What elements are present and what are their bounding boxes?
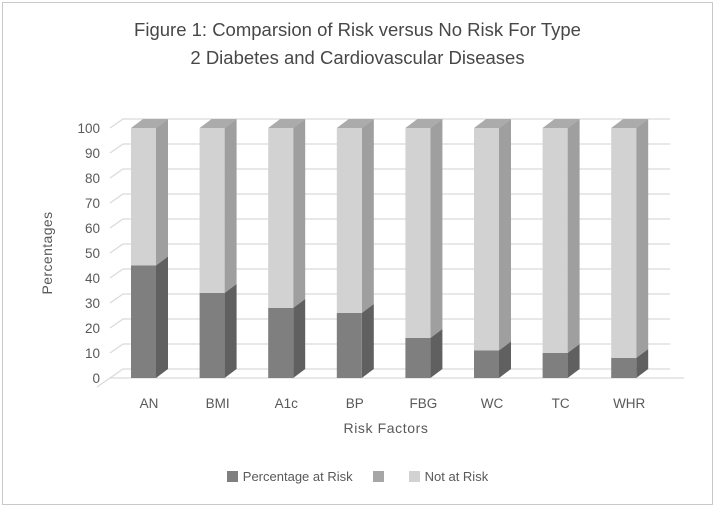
bar-front-notrisk-WHR (611, 128, 637, 358)
bar-side-risk-TC (567, 344, 580, 378)
bar-side-risk-WHR (636, 349, 649, 378)
x-category-label-FBG: FBG (410, 396, 438, 411)
bar-front-risk-FBG (405, 338, 431, 378)
legend-swatch-risk-icon (226, 471, 238, 482)
gridline-40 (109, 268, 670, 279)
x-category-label-WC: WC (481, 396, 504, 411)
gridline-90 (109, 143, 670, 154)
y-tick-label-100: 100 (77, 121, 100, 136)
legend: Percentage at Risk Not at Risk (0, 469, 715, 484)
bar-top-WHR (611, 119, 649, 128)
bar-side-risk-A1c (293, 299, 306, 378)
bar-top-WC (474, 119, 511, 128)
bar-side-risk-FBG (430, 329, 443, 378)
legend-item-percentage-at-risk: Percentage at Risk (226, 469, 353, 484)
chart-title-line-2: 2 Diabetes and Cardiovascular Diseases (190, 47, 525, 68)
bar-top-BP (336, 119, 374, 128)
y-tick-label-50: 50 (85, 246, 100, 261)
y-tick-label-20: 20 (85, 321, 100, 336)
x-axis-title: Risk Factors (343, 420, 429, 436)
bar-side-risk-AN (156, 256, 168, 378)
bar-side-notrisk-WHR (636, 119, 649, 358)
bar-top-AN (131, 119, 168, 128)
bar-side-risk-WC (499, 341, 511, 378)
bar-front-notrisk-BP (336, 128, 362, 313)
bar-side-notrisk-FBG (430, 119, 443, 338)
gridline-50 (109, 243, 670, 254)
gridline-0 (109, 368, 670, 379)
y-tick-label-0: 0 (92, 371, 100, 386)
bar-side-notrisk-BP (361, 119, 374, 313)
chart-title-line-1: Figure 1: Comparsion of Risk versus No R… (134, 19, 581, 40)
legend-swatch-blank-icon (372, 471, 384, 482)
bar-front-risk-TC (542, 353, 568, 378)
legend-swatch-notrisk-icon (408, 471, 420, 482)
y-tick-label-80: 80 (85, 171, 100, 186)
x-category-label-A1c: A1c (275, 396, 299, 411)
y-tick-label-70: 70 (85, 196, 100, 211)
floor-front-edge (96, 377, 684, 388)
chart-title: Figure 1: Comparsion of Risk versus No R… (0, 16, 715, 72)
bar-front-notrisk-A1c (268, 128, 294, 308)
bar-side-notrisk-A1c (293, 119, 306, 308)
gridline-10 (109, 343, 670, 354)
bar-front-risk-WC (474, 350, 499, 378)
bar-front-notrisk-FBG (405, 128, 431, 338)
legend-item-not-at-risk: Not at Risk (408, 469, 489, 484)
gridline-30 (109, 293, 670, 304)
bar-top-BMI (199, 119, 237, 128)
bar-front-risk-BP (336, 313, 362, 378)
x-category-label-WHR: WHR (613, 396, 645, 411)
bar-front-risk-AN (131, 265, 156, 378)
x-category-label-TC: TC (552, 396, 570, 411)
bar-front-notrisk-WC (474, 128, 499, 351)
y-tick-label-60: 60 (85, 221, 100, 236)
x-category-label-BP: BP (346, 396, 364, 411)
bar-front-notrisk-TC (542, 128, 568, 353)
bar-front-notrisk-BMI (199, 128, 225, 293)
y-tick-label-10: 10 (85, 346, 100, 361)
gridline-70 (109, 193, 670, 204)
bar-top-TC (542, 119, 580, 128)
gridline-80 (109, 168, 670, 179)
y-tick-label-30: 30 (85, 296, 100, 311)
bar-side-risk-BP (361, 304, 374, 378)
y-tick-label-90: 90 (85, 146, 100, 161)
bar-side-notrisk-AN (156, 119, 168, 266)
bar-side-notrisk-BMI (224, 119, 237, 293)
legend-label-risk: Percentage at Risk (242, 469, 353, 484)
bar-side-notrisk-TC (567, 119, 580, 353)
gridline-100 (109, 118, 670, 129)
bar-front-risk-WHR (611, 358, 637, 378)
y-axis-title: Percentages (39, 211, 55, 295)
bar-side-risk-BMI (224, 284, 237, 378)
legend-item-blank-series (372, 471, 389, 482)
x-category-label-BMI: BMI (206, 396, 230, 411)
gridline-60 (109, 218, 670, 229)
x-category-label-AN: AN (140, 396, 159, 411)
bar-front-risk-BMI (199, 293, 225, 378)
bar-front-risk-A1c (268, 308, 294, 378)
legend-label-notrisk: Not at Risk (424, 469, 489, 484)
bar-top-FBG (405, 119, 443, 128)
gridline-20 (109, 318, 670, 329)
bar-top-A1c (268, 119, 306, 128)
y-tick-label-40: 40 (85, 271, 100, 286)
bar-front-notrisk-AN (131, 128, 156, 266)
bar-side-notrisk-WC (499, 119, 511, 351)
